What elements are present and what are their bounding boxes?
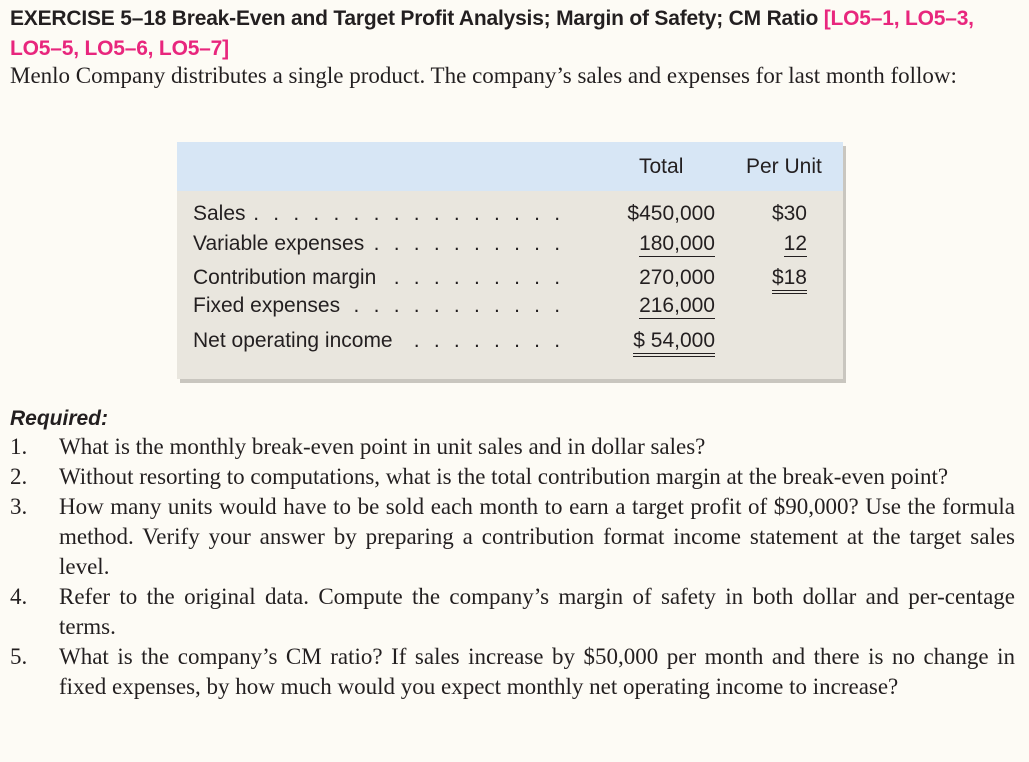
- leader-dots: . . . . . . . . . . . . . . . . . . . . …: [193, 202, 576, 225]
- row-total: 270,000: [639, 266, 715, 289]
- row-label: Contribution margin: [193, 264, 383, 292]
- question-number: 3.: [10, 494, 28, 519]
- row-label: Net operating income: [193, 327, 399, 355]
- table-row-contribution-margin: . . . . . . . . . . . . . . . . . . . . …: [177, 264, 843, 294]
- learning-objectives-line1: [LO5–1, LO5–3,: [823, 7, 974, 30]
- question-number: 1.: [10, 434, 28, 459]
- column-header-per-unit: Per Unit: [746, 155, 822, 178]
- table-row-fixed-expenses: . . . . . . . . . . . . . . . . . . . . …: [177, 292, 843, 320]
- table-row-sales: . . . . . . . . . . . . . . . . . . . . …: [177, 200, 843, 228]
- list-item: 1. What is the monthly break-even point …: [10, 432, 1015, 462]
- table-row-net-operating-income: . . . . . . . . . . . . . . . . . . . . …: [177, 327, 843, 357]
- question-number: 5.: [10, 644, 28, 669]
- question-list: 1. What is the monthly break-even point …: [10, 432, 1015, 702]
- exercise-title: EXERCISE 5–18 Break-Even and Target Prof…: [10, 7, 819, 30]
- question-number: 2.: [10, 464, 28, 489]
- income-statement-table: Total Per Unit . . . . . . . . . . . . .…: [177, 142, 843, 379]
- table-header: Total Per Unit: [177, 142, 843, 191]
- list-item: 2. Without resorting to computations, wh…: [10, 462, 1015, 492]
- list-item: 4. Refer to the original data. Compute t…: [10, 582, 1015, 642]
- row-per-unit: $18: [771, 266, 807, 294]
- row-total: 180,000: [639, 232, 715, 257]
- row-total: $450,000: [627, 202, 715, 225]
- question-text: Refer to the original data. Compute the …: [59, 584, 1015, 639]
- required-heading: Required:: [10, 407, 109, 430]
- row-per-unit: $30: [771, 202, 807, 225]
- question-text: Without resorting to computations, what …: [59, 464, 949, 489]
- list-item: 3. How many units would have to be sold …: [10, 492, 1015, 582]
- question-number: 4.: [10, 584, 28, 609]
- exercise-heading: EXERCISE 5–18 Break-Even and Target Prof…: [10, 4, 1020, 64]
- row-label: Sales: [193, 200, 252, 228]
- intro-paragraph: Menlo Company distributes a single produ…: [10, 63, 957, 88]
- question-text: What is the company’s CM ratio? If sales…: [59, 644, 1015, 699]
- row-label: Fixed expenses: [193, 292, 347, 320]
- row-label: Variable expenses: [193, 230, 371, 258]
- list-item: 5. What is the company’s CM ratio? If sa…: [10, 642, 1015, 702]
- learning-objectives-line2: LO5–5, LO5–6, LO5–7]: [10, 37, 229, 60]
- question-text: How many units would have to be sold eac…: [59, 494, 1015, 579]
- row-total: $ 54,000: [633, 329, 715, 357]
- question-text: What is the monthly break-even point in …: [59, 434, 706, 459]
- row-total: 216,000: [639, 294, 715, 319]
- table-row-variable-expenses: . . . . . . . . . . . . . . . . . . . . …: [177, 230, 843, 258]
- column-header-total: Total: [639, 155, 684, 178]
- row-per-unit: 12: [783, 232, 807, 257]
